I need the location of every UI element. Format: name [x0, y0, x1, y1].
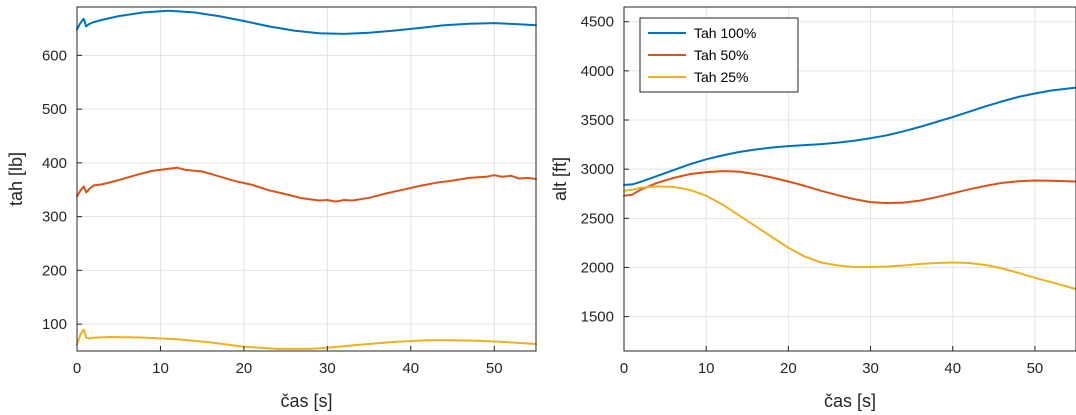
y-tick-label: 1500	[581, 309, 614, 326]
x-tick-label: 0	[73, 360, 81, 377]
y-tick-label: 400	[42, 155, 67, 172]
series-line-2	[76, 166, 537, 203]
y-tick-label: 2000	[581, 259, 614, 276]
x-tick-label: 20	[780, 360, 797, 377]
y-tick-label: 200	[42, 262, 67, 279]
x-tick-label: 30	[319, 360, 336, 377]
y-tick-label: 500	[42, 101, 67, 118]
y-tick-label: 3000	[581, 161, 614, 178]
legend-label: Tah 50%	[694, 47, 748, 63]
x-tick-label: 30	[862, 360, 879, 377]
legend: Tah 100% Tah 50% Tah 25%	[639, 17, 799, 93]
series-line-1	[623, 86, 1076, 186]
y-tick-label: 3500	[581, 112, 614, 129]
series-line-2	[623, 170, 1076, 205]
x-tick-label: 40	[944, 360, 961, 377]
y-axis-label: tah [lb]	[6, 152, 26, 206]
y-tick-label: 2500	[581, 210, 614, 227]
series-line-3	[76, 328, 537, 350]
chart-1: 0 10 20 30 40 50 100 200 300 400 500 600 čas [s] tah …	[6, 6, 537, 411]
series-line-1	[76, 9, 537, 35]
legend-label: Tah 100%	[694, 25, 756, 41]
x-tick-label: 40	[402, 360, 419, 377]
y-tick-label: 100	[42, 316, 67, 333]
axes-box	[76, 6, 537, 352]
x-tick-label: 50	[1027, 360, 1044, 377]
x-axis-label: čas [s]	[280, 391, 332, 411]
y-tick-label: 600	[42, 47, 67, 64]
y-tick-label: 300	[42, 209, 67, 226]
x-tick-label: 50	[486, 360, 503, 377]
y-tick-label: 4000	[581, 63, 614, 80]
axes-box	[623, 6, 1076, 352]
x-tick-label: 10	[698, 360, 715, 377]
y-tick-label: 4500	[581, 14, 614, 31]
legend-label: Tah 25%	[694, 69, 748, 85]
series-line-3	[623, 185, 1076, 291]
x-tick-label: 10	[152, 360, 169, 377]
y-axis-label: alt [ft]	[550, 157, 570, 201]
x-tick-label: 0	[620, 360, 628, 377]
x-axis-label: čas [s]	[824, 391, 876, 411]
x-tick-label: 20	[236, 360, 253, 377]
chart-2: 0 10 20 30 40 50 1500 2000 2500 3000 3500 4000 4500 č…	[550, 6, 1076, 411]
